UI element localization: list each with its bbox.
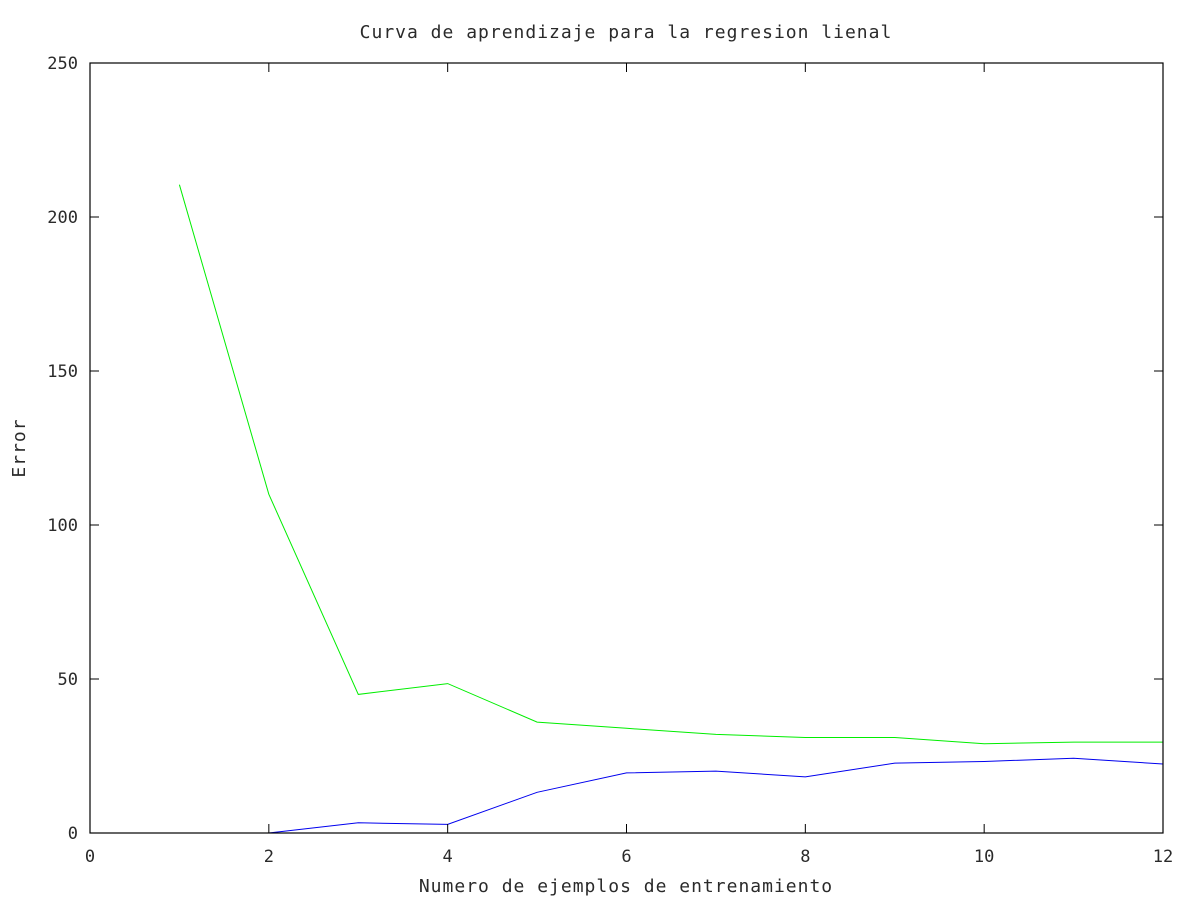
x-tick-label: 2	[264, 847, 274, 867]
x-axis-label: Numero de ejemplos de entrenamiento	[419, 876, 833, 897]
ticks-layer: 0 2 4 6 8 10 12 0 50 100 150 200 250	[47, 54, 1173, 867]
y-tick-label: 150	[47, 362, 78, 382]
x-tick-label: 0	[85, 847, 95, 867]
y-axis-label: Error	[9, 418, 30, 477]
y-tick-label: 100	[47, 516, 78, 536]
x-tick-label: 4	[443, 847, 453, 867]
y-tick-label: 50	[58, 670, 78, 690]
chart-title: Curva de aprendizaje para la regresion l…	[360, 22, 893, 43]
x-tick-label: 6	[621, 847, 631, 867]
x-tick-label: 8	[800, 847, 810, 867]
x-tick-label: 12	[1153, 847, 1173, 867]
y-tick-label: 250	[47, 54, 78, 74]
plot-frame	[89, 62, 1164, 834]
x-tick-label: 10	[974, 847, 994, 867]
series-layer	[178, 184, 1164, 834]
y-tick-label: 200	[47, 208, 78, 228]
y-tick-label: 0	[68, 824, 78, 844]
series-line-2	[179, 757, 1164, 834]
series-line-1	[178, 184, 1163, 745]
